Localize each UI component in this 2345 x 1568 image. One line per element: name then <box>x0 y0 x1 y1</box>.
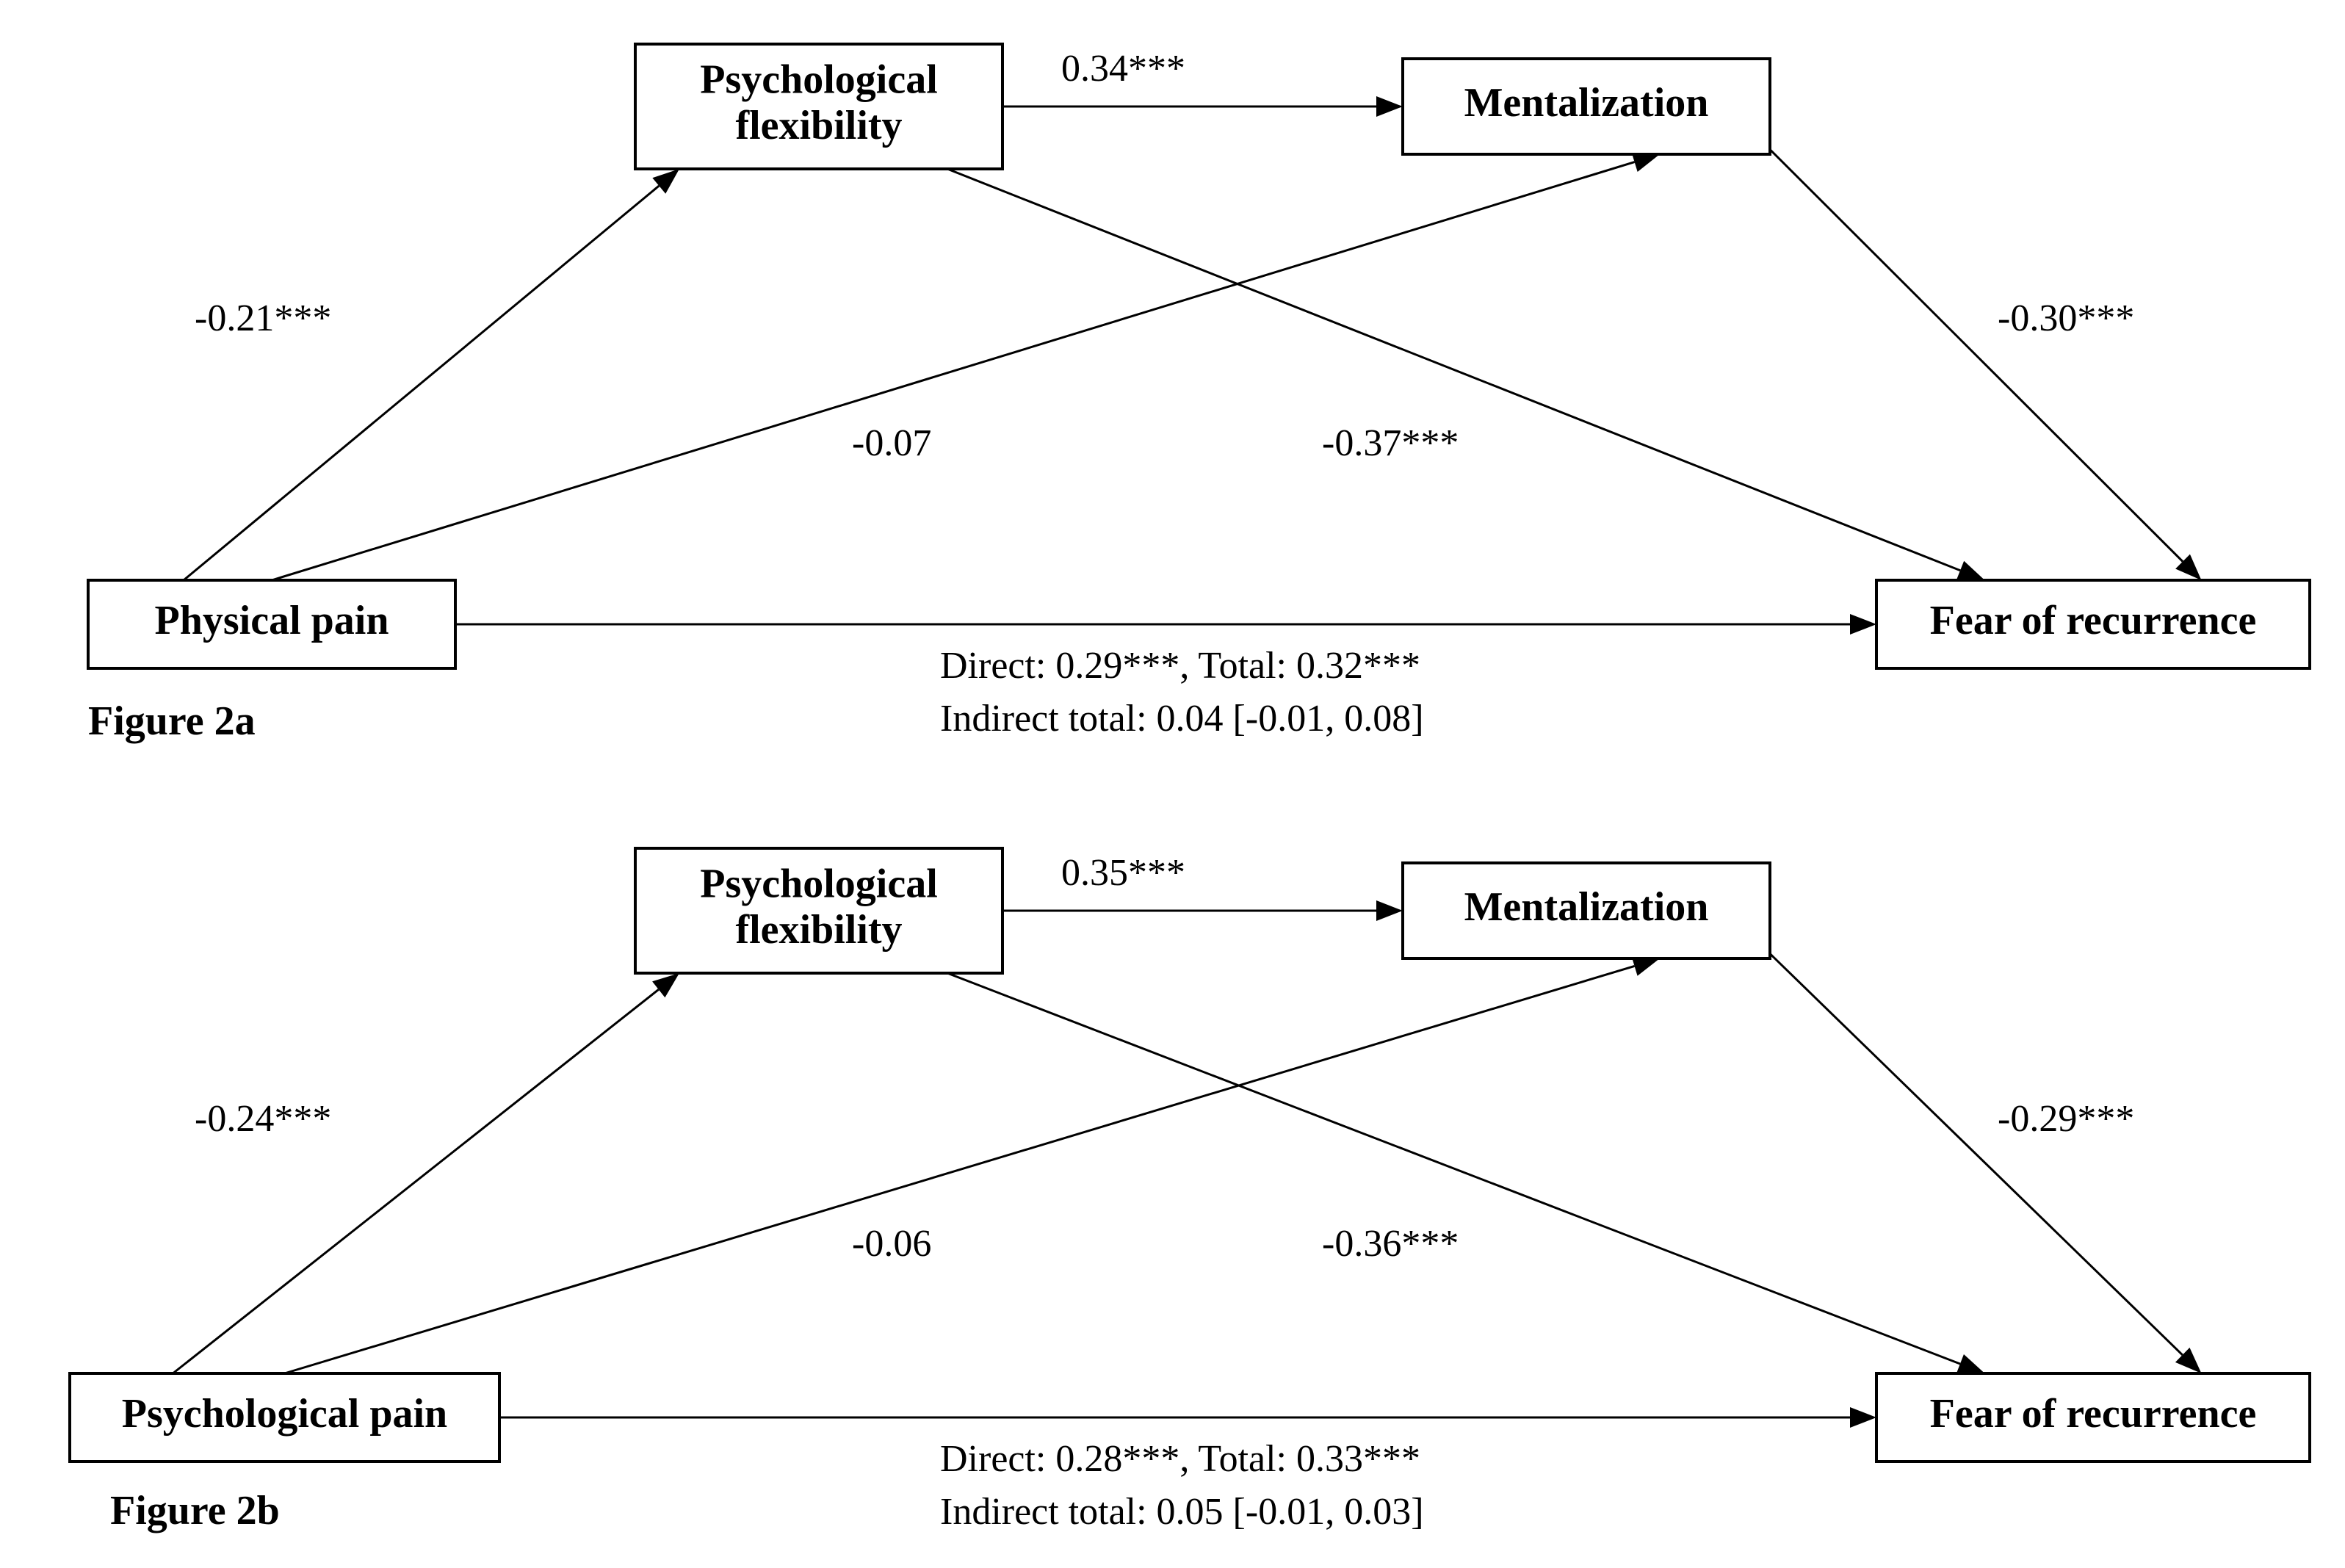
effects-text: Direct: 0.28***, Total: 0.33*** <box>940 1438 1420 1480</box>
arrowhead <box>1850 1407 1876 1428</box>
arrowhead <box>652 169 679 194</box>
path-edge <box>1770 150 2183 562</box>
coef-label: -0.36*** <box>1322 1223 1459 1265</box>
coef-label: -0.30*** <box>1998 297 2134 339</box>
coef-label: 0.34*** <box>1061 48 1185 90</box>
coef-label: -0.06 <box>852 1223 931 1265</box>
figure-label: Figure 2a <box>88 698 256 744</box>
node-m1-label: Psychological <box>700 861 938 906</box>
figure-label: Figure 2b <box>110 1488 280 1533</box>
node-m1-label: Psychological <box>700 57 938 102</box>
path-edge <box>184 186 659 580</box>
coef-label: -0.29*** <box>1998 1098 2134 1140</box>
node-m1-label: flexibility <box>735 103 902 148</box>
node-m1-label: flexibility <box>735 907 902 953</box>
path-edge <box>272 162 1635 580</box>
path-edge <box>947 169 1960 571</box>
effects-text: Direct: 0.29***, Total: 0.32*** <box>940 645 1420 687</box>
path-edge <box>285 966 1635 1373</box>
arrowhead <box>652 973 679 997</box>
node-dv-label: Fear of recurrence <box>1930 598 2257 643</box>
effects-text: Indirect total: 0.05 [-0.01, 0.03] <box>940 1491 1424 1533</box>
arrowhead <box>1956 1354 1985 1373</box>
path-edge <box>947 973 1960 1364</box>
node-iv-label: Physical pain <box>155 598 389 643</box>
coef-label: -0.37*** <box>1322 422 1459 464</box>
coef-label: 0.35*** <box>1061 852 1185 894</box>
arrowhead <box>1850 614 1876 635</box>
node-m2-label: Mentalization <box>1464 884 1709 930</box>
coef-label: -0.07 <box>852 422 931 464</box>
arrowhead <box>1956 561 1985 580</box>
arrowhead <box>1376 900 1403 921</box>
mediation-diagram: -0.21*** 0.34*** -0.30*** -0.07 -0.37*** Phys… <box>0 0 2345 1568</box>
node-m2-label: Mentalization <box>1464 80 1709 126</box>
node-iv-label: Psychological pain <box>122 1391 447 1437</box>
coef-label: -0.21*** <box>195 297 331 339</box>
effects-text: Indirect total: 0.04 [-0.01, 0.08] <box>940 698 1424 740</box>
path-edge <box>173 989 658 1373</box>
node-dv-label: Fear of recurrence <box>1930 1391 2257 1437</box>
arrowhead <box>1376 96 1403 117</box>
coef-label: -0.24*** <box>195 1098 331 1140</box>
path-edge <box>1770 954 2183 1355</box>
